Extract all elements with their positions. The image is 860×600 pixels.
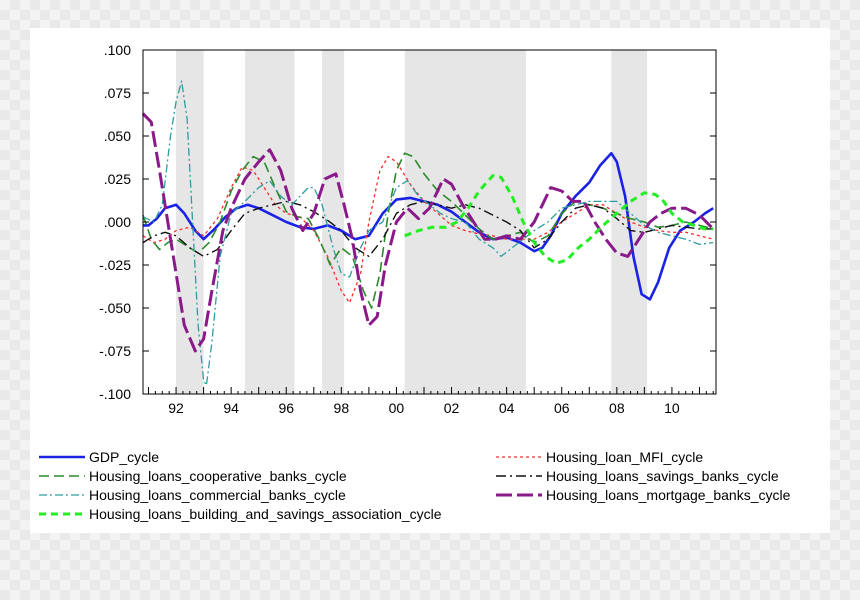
- x-tick-label: 96: [278, 400, 294, 416]
- series-line-0: [143, 151, 714, 301]
- legend-item-mfi: Housing_loan_MFI_cycle: [495, 448, 703, 466]
- y-tick-label: -.050: [99, 300, 131, 316]
- x-tick-label: 00: [389, 400, 405, 416]
- legend-label: Housing_loans_cooperative_banks_cycle: [89, 468, 347, 484]
- legend-item-savings: Housing_loans_savings_banks_cycle: [495, 467, 779, 485]
- y-tick-label: .025: [104, 171, 131, 187]
- legend-label: Housing_loans_building_and_savings_assoc…: [89, 506, 442, 522]
- x-tick-label: 04: [499, 400, 515, 416]
- y-tick-label: .100: [104, 42, 131, 58]
- series-line-3: [142, 200, 714, 258]
- legend-item-mortgage: Housing_loans_mortgage_banks_cycle: [495, 486, 790, 504]
- y-tick-label: .075: [104, 85, 131, 101]
- series-line-5: [141, 112, 715, 353]
- y-tick-label: -.075: [99, 343, 131, 359]
- legend-label: Housing_loans_mortgage_banks_cycle: [546, 487, 791, 503]
- shaded-period: [322, 50, 345, 394]
- series-line-4: [142, 80, 714, 387]
- y-tick-label: -.025: [99, 257, 131, 273]
- x-tick-label: 02: [444, 400, 460, 416]
- legend-label: Housing_loan_MFI_cycle: [546, 449, 704, 465]
- chart-legend: GDP_cycle Housing_loan_MFI_cycle Housing…: [30, 448, 830, 528]
- series-line-6: [404, 174, 714, 265]
- y-tick-label: .050: [104, 128, 131, 144]
- x-tick-label: 94: [223, 400, 239, 416]
- series-lines: [141, 80, 715, 387]
- chart-plot: .100 .075 .050 .025 .000 -.025 -.050 -.075 -.100…: [99, 42, 717, 416]
- y-tick-label: .000: [104, 214, 131, 230]
- series-line-1: [142, 155, 714, 304]
- legend-item-commercial: Housing_loans_commercial_banks_cycle: [38, 486, 346, 504]
- y-axis: .100 .075 .050 .025 .000 -.025 -.050 -.075 -.100: [99, 42, 716, 402]
- x-tick-label: 08: [609, 400, 625, 416]
- legend-label: GDP_cycle: [89, 449, 160, 465]
- legend-item-building-savings: Housing_loans_building_and_savings_assoc…: [38, 505, 442, 523]
- x-tick-label: 98: [334, 400, 350, 416]
- legend-item-gdp: GDP_cycle: [38, 448, 159, 466]
- y-tick-label: -.100: [99, 386, 131, 402]
- legend-label: Housing_loans_savings_banks_cycle: [546, 468, 779, 484]
- legend-label: Housing_loans_commercial_banks_cycle: [89, 487, 346, 503]
- x-tick-label: 10: [664, 400, 680, 416]
- legend-item-cooperative: Housing_loans_cooperative_banks_cycle: [38, 467, 347, 485]
- chart-figure: .100 .075 .050 .025 .000 -.025 -.050 -.075 -.100…: [30, 28, 830, 533]
- x-tick-label: 92: [168, 400, 184, 416]
- x-tick-label: 06: [554, 400, 570, 416]
- x-axis: 92 94 96 98 00 02 04 06 08 10: [148, 387, 714, 416]
- recession-bands: [176, 50, 648, 394]
